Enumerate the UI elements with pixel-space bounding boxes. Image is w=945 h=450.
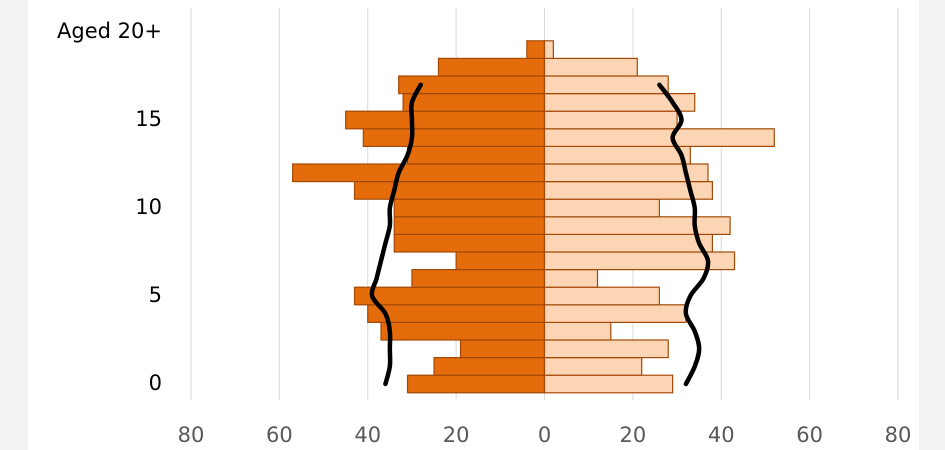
x-tick-label: 0 [538, 423, 551, 447]
bar [543, 233, 714, 253]
bar [543, 339, 669, 359]
bar [362, 128, 546, 148]
bar [543, 321, 612, 341]
bar [367, 304, 546, 323]
bar [406, 374, 546, 394]
x-tick-label: 60 [796, 423, 823, 447]
bar [543, 269, 599, 288]
bar [543, 216, 731, 236]
bar [543, 304, 687, 323]
y-tick-label: Aged 20+ [57, 19, 162, 43]
bar [455, 251, 546, 271]
bar [543, 145, 691, 165]
bar [459, 339, 546, 359]
bar [353, 286, 546, 306]
bar [543, 286, 660, 306]
bar [411, 269, 546, 288]
bar [393, 198, 546, 218]
bar [345, 110, 546, 130]
x-tick-label: 20 [620, 423, 647, 447]
line [369, 82, 424, 387]
bar [543, 40, 554, 59]
bar [292, 163, 546, 183]
bar [402, 92, 546, 112]
x-tick-label: 20 [443, 423, 470, 447]
y-tick-label: 10 [135, 195, 162, 219]
bar [433, 357, 546, 376]
bar [543, 198, 660, 218]
bar [543, 357, 643, 376]
x-tick-label: 40 [708, 423, 735, 447]
bar [543, 75, 669, 95]
bar [406, 145, 546, 165]
x-tick-label: 40 [354, 423, 381, 447]
bar [543, 110, 678, 130]
x-tick-label: 80 [885, 423, 912, 447]
bar [543, 374, 674, 394]
bar [543, 57, 638, 77]
bar [437, 57, 546, 77]
y-tick-label: 15 [135, 107, 162, 131]
bar [393, 216, 546, 236]
bar [526, 40, 546, 59]
bar [353, 181, 546, 200]
x-tick-label: 80 [178, 423, 205, 447]
x-tick-label: 60 [266, 423, 293, 447]
bar [543, 128, 775, 148]
line [657, 82, 711, 387]
bar [393, 233, 546, 253]
y-tick-label: 5 [149, 283, 162, 307]
bar [380, 321, 546, 341]
y-tick-label: 0 [149, 371, 162, 395]
